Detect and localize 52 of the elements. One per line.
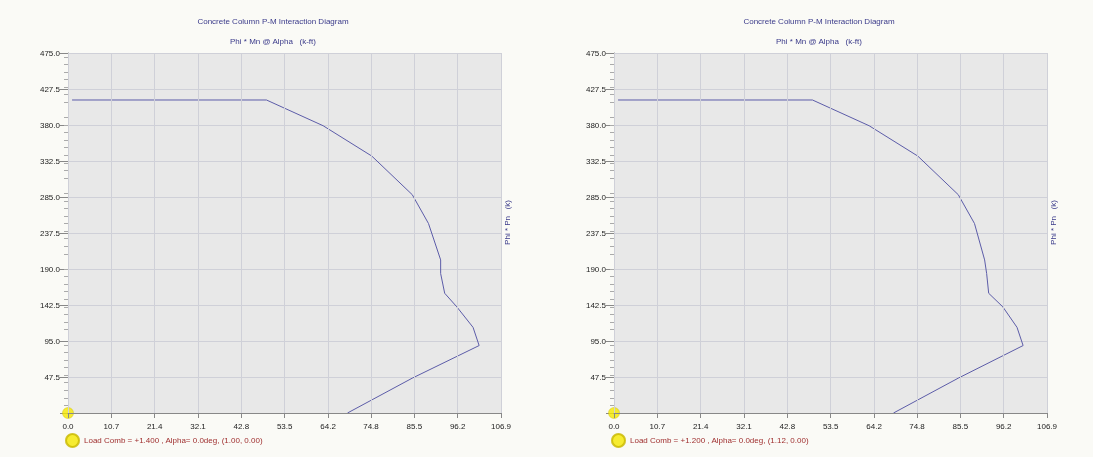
x-tick-label: 85.5	[406, 421, 423, 431]
y-tick-label: 95.0	[590, 336, 607, 346]
x-tick-label: 53.5	[276, 421, 294, 431]
x-tick-label: 53.5	[822, 421, 840, 431]
x-tick-label: 106.9	[1036, 421, 1058, 431]
x-tick-label: 106.9	[490, 421, 512, 431]
line-series	[617, 99, 1024, 414]
x-axis-title: Phi * Mn @ Alpha (k-ft)	[230, 36, 317, 46]
y-tick-label: 427.5	[585, 84, 607, 94]
y-axis-title: Phi * Pn (k)	[1048, 199, 1058, 245]
x-tick-label: 96.2	[995, 421, 1012, 431]
x-tick-label: 74.8	[909, 421, 926, 431]
x-tick-label: 0.0	[62, 421, 75, 431]
y-tick-label: 47.5	[44, 372, 61, 382]
y-tick-label: 380.0	[585, 120, 607, 130]
y-tick-label: 380.0	[39, 120, 61, 130]
y-tick-label: 237.5	[39, 228, 61, 238]
y-tick-label: 475.0	[585, 48, 607, 58]
y-tick-label: 332.5	[585, 156, 607, 166]
y-tick-label: 47.5	[590, 372, 607, 382]
x-tick-label: 42.8	[779, 421, 796, 431]
y-tick-label: 427.5	[39, 84, 61, 94]
y-tick-label: 190.0	[39, 264, 61, 274]
x-axis-title: Phi * Mn @ Alpha (k-ft)	[776, 36, 863, 46]
legend-label: Load Comb = +1.400 , Alpha= 0.0deg, (1.00, 0.00)	[84, 436, 263, 445]
y-tick-label: 142.5	[39, 300, 61, 310]
y-tick-label: 285.0	[39, 192, 61, 202]
y-tick-label: 190.0	[585, 264, 607, 274]
chart-title: Concrete Column P-M Interaction Diagram	[743, 16, 895, 26]
y-tick-label: 285.0	[585, 192, 607, 202]
y-tick-label: 332.5	[39, 156, 61, 166]
x-tick-label: 74.8	[363, 421, 380, 431]
x-tick-label: 10.7	[649, 421, 666, 431]
x-tick-label: 0.0	[608, 421, 621, 431]
x-tick-label: 10.7	[103, 421, 120, 431]
legend-label: Load Comb = +1.200 , Alpha= 0.0deg, (1.12, 0.00)	[630, 436, 809, 445]
y-tick-label: 475.0	[39, 48, 61, 58]
y-tick-label: 142.5	[585, 300, 607, 310]
x-tick-label: 64.2	[320, 421, 337, 431]
y-tick-label: 237.5	[585, 228, 607, 238]
x-tick-label: 64.2	[866, 421, 883, 431]
chart-title: Concrete Column P-M Interaction Diagram	[197, 16, 349, 26]
x-tick-label: 21.4	[692, 421, 710, 431]
line-series	[71, 99, 480, 414]
y-tick-label: 95.0	[44, 336, 61, 346]
x-tick-label: 21.4	[146, 421, 164, 431]
x-tick-label: 42.8	[233, 421, 250, 431]
x-tick-label: 32.1	[190, 421, 207, 431]
x-tick-label: 32.1	[736, 421, 753, 431]
y-axis-title: Phi * Pn (k)	[502, 199, 512, 245]
x-tick-label: 96.2	[449, 421, 466, 431]
x-tick-label: 85.5	[952, 421, 969, 431]
